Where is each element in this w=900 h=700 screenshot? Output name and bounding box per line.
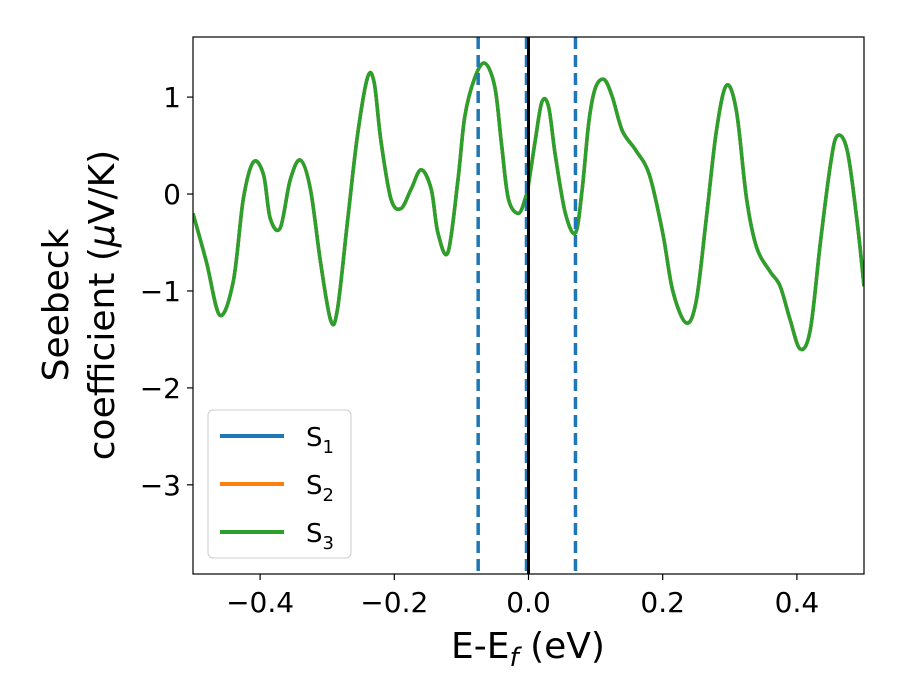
y-axis-label: Seebeck coefficient (μV/K) — [36, 150, 123, 460]
x-tick-label: 0.0 — [506, 586, 551, 619]
legend-label-1: S1 — [306, 423, 334, 458]
x-tick-label: 0.2 — [640, 586, 685, 619]
x-tick-label: −0.4 — [226, 586, 294, 619]
legend-label-2: S2 — [306, 471, 334, 506]
y-tick-label: 1 — [163, 81, 181, 114]
x-axis-label: E-Ef (eV) — [451, 626, 605, 673]
y-axis-label-line1: Seebeck — [36, 228, 77, 381]
x-tick-label: −0.2 — [360, 586, 428, 619]
legend-label-3: S3 — [306, 519, 334, 554]
plot-area — [193, 37, 864, 574]
y-tick-label: −1 — [140, 275, 181, 308]
y-tick-label: 0 — [163, 178, 181, 211]
legend: S1 S2 S3 — [207, 409, 352, 559]
y-axis: 1 0 −1 −2 −3 — [140, 81, 193, 502]
y-axis-label-line2: coefficient (μV/K) — [82, 150, 123, 460]
y-tick-label: −2 — [140, 372, 181, 405]
y-tick-label: −3 — [140, 469, 181, 502]
x-axis: −0.4 −0.2 0.0 0.2 0.4 — [226, 574, 819, 619]
x-tick-label: 0.4 — [775, 586, 820, 619]
